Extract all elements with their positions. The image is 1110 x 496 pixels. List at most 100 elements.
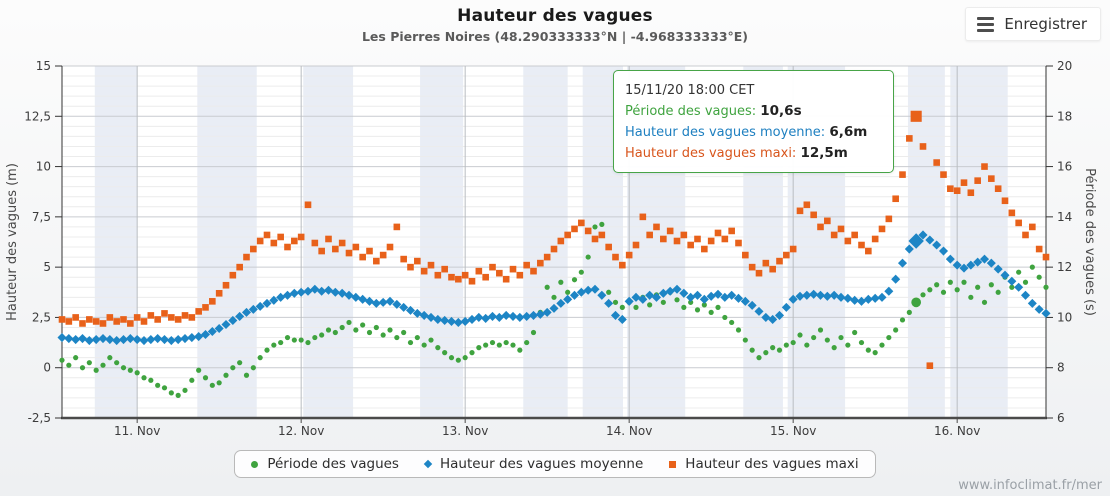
data-point[interactable] — [995, 289, 1001, 295]
data-point[interactable] — [202, 375, 209, 381]
legend-item-moyenne[interactable]: Hauteur des vagues moyenne — [423, 456, 643, 472]
data-point[interactable] — [407, 263, 414, 271]
data-point[interactable] — [516, 271, 524, 279]
data-point[interactable] — [1022, 231, 1029, 239]
data-point[interactable] — [591, 235, 599, 243]
data-point[interactable] — [974, 177, 981, 184]
data-point[interactable] — [353, 327, 359, 333]
data-point[interactable] — [988, 175, 995, 182]
data-point[interactable] — [291, 237, 298, 245]
data-point[interactable] — [79, 320, 86, 327]
data-point[interactable] — [906, 309, 912, 315]
data-point[interactable] — [605, 243, 612, 251]
data-point[interactable] — [817, 223, 824, 231]
data-point[interactable] — [216, 380, 222, 386]
data-point[interactable] — [476, 345, 482, 351]
data-point[interactable] — [1007, 276, 1017, 286]
data-point[interactable] — [373, 257, 380, 265]
data-point[interactable] — [58, 316, 66, 323]
data-point[interactable] — [132, 335, 142, 345]
data-point[interactable] — [380, 332, 386, 338]
data-point[interactable] — [434, 271, 442, 279]
data-point[interactable] — [701, 245, 708, 253]
data-point[interactable] — [256, 237, 264, 245]
data-point[interactable] — [925, 235, 935, 245]
data-point[interactable] — [325, 327, 332, 333]
data-point[interactable] — [926, 362, 934, 370]
data-point[interactable] — [919, 143, 927, 150]
data-point[interactable] — [155, 382, 161, 388]
data-point[interactable] — [134, 370, 140, 376]
data-point[interactable] — [837, 225, 845, 233]
data-point[interactable] — [72, 314, 79, 321]
data-point[interactable] — [740, 296, 750, 306]
data-point[interactable] — [146, 335, 156, 345]
legend-item-periode[interactable]: Période des vagues — [251, 456, 399, 472]
data-point[interactable] — [549, 303, 559, 313]
data-point[interactable] — [1029, 264, 1035, 270]
data-point[interactable] — [701, 302, 707, 308]
data-point[interactable] — [180, 334, 190, 344]
data-point[interactable] — [617, 314, 627, 324]
data-point[interactable] — [904, 244, 914, 254]
data-point[interactable] — [660, 235, 667, 243]
data-point[interactable] — [810, 211, 817, 219]
data-point[interactable] — [448, 355, 455, 361]
data-point[interactable] — [400, 255, 407, 263]
data-point[interactable] — [188, 314, 196, 321]
data-point[interactable] — [721, 235, 729, 243]
data-point[interactable] — [332, 245, 339, 253]
data-point[interactable] — [57, 333, 67, 343]
data-point[interactable] — [73, 355, 79, 361]
data-point[interactable] — [804, 342, 810, 348]
data-point[interactable] — [878, 225, 886, 233]
data-point[interactable] — [748, 263, 756, 271]
data-point[interactable] — [660, 299, 666, 305]
data-point[interactable] — [597, 290, 607, 300]
data-point[interactable] — [1008, 209, 1016, 217]
data-point[interactable] — [789, 245, 797, 253]
data-point[interactable] — [277, 233, 284, 241]
data-point[interactable] — [496, 342, 502, 348]
data-point[interactable] — [209, 298, 216, 305]
data-point[interactable] — [584, 227, 592, 235]
data-point[interactable] — [781, 302, 791, 312]
data-point[interactable] — [428, 337, 434, 343]
data-point[interactable] — [981, 163, 988, 170]
data-point[interactable] — [578, 269, 584, 275]
data-point[interactable] — [229, 271, 237, 279]
data-point[interactable] — [166, 336, 176, 346]
data-point[interactable] — [715, 304, 721, 310]
data-point[interactable] — [305, 339, 311, 346]
data-point[interactable] — [291, 337, 297, 343]
data-point[interactable] — [442, 350, 448, 356]
data-point[interactable] — [366, 329, 373, 336]
data-point[interactable] — [257, 355, 263, 361]
data-point[interactable] — [858, 241, 865, 249]
data-point[interactable] — [852, 329, 858, 336]
data-point[interactable] — [817, 327, 824, 333]
data-point[interactable] — [735, 327, 742, 333]
data-point[interactable] — [619, 261, 626, 269]
data-point[interactable] — [551, 294, 557, 300]
data-point[interactable] — [897, 258, 908, 268]
data-point[interactable] — [762, 259, 770, 267]
data-point[interactable] — [872, 350, 878, 356]
data-point[interactable] — [680, 231, 688, 239]
data-point[interactable] — [776, 347, 783, 353]
data-point[interactable] — [66, 362, 72, 368]
data-point[interactable] — [619, 304, 625, 310]
data-point[interactable] — [200, 330, 211, 340]
data-point[interactable] — [139, 336, 149, 346]
data-point[interactable] — [113, 318, 120, 325]
data-point[interactable] — [107, 355, 113, 361]
data-point[interactable] — [681, 304, 687, 310]
data-point[interactable] — [523, 261, 530, 269]
data-point[interactable] — [503, 339, 509, 346]
data-point[interactable] — [414, 334, 420, 341]
data-point[interactable] — [345, 249, 353, 257]
data-point[interactable] — [856, 296, 867, 306]
data-point[interactable] — [173, 335, 183, 345]
data-point[interactable] — [120, 365, 127, 371]
data-point[interactable] — [783, 342, 789, 348]
